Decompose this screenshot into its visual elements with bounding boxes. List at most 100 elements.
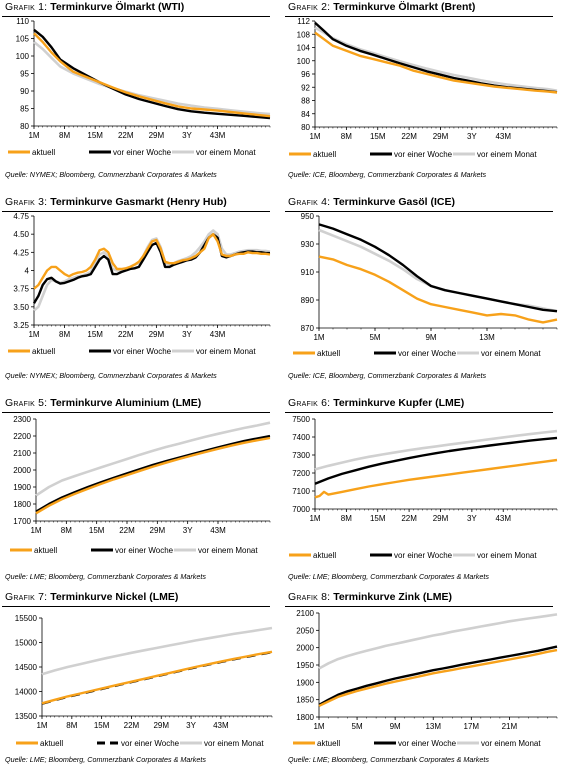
- x-tick-label: 15M: [87, 330, 103, 339]
- y-tick-label: 2200: [13, 432, 31, 441]
- y-tick-label: 2300: [13, 415, 31, 424]
- x-tick-label: 1M: [28, 131, 39, 140]
- chart-panel-2: Grafik 2: Terminkurve Ölmarkt (Brent) 80…: [285, 0, 564, 191]
- title-rule: [2, 606, 270, 607]
- chart-prefix: Grafik 5:: [5, 397, 48, 409]
- chart-title: Grafik 2: Terminkurve Ölmarkt (Brent): [288, 1, 475, 13]
- y-tick-label: 100: [16, 52, 30, 61]
- legend-label: aktuell: [313, 150, 336, 159]
- title-rule: [2, 16, 270, 17]
- series-line-vor-einer-Woche: [318, 223, 558, 313]
- x-tick-label: 3Y: [186, 721, 196, 730]
- x-tick-label: 15M: [370, 132, 386, 141]
- x-tick-label: 13M: [425, 722, 441, 731]
- legend-label: vor einer Woche: [113, 148, 172, 157]
- chart-title-text: Terminkurve Nickel (LME): [50, 591, 179, 603]
- x-tick-label: 22M: [118, 330, 134, 339]
- series-line-aktuell: [33, 233, 271, 290]
- chart-title: Grafik 6: Terminkurve Kupfer (LME): [288, 397, 464, 409]
- x-tick-label: 15M: [370, 514, 386, 523]
- x-tick-label: 43M: [495, 514, 511, 523]
- series-line-vor-einer-Woche: [314, 21, 558, 94]
- x-tick-label: 1M: [28, 330, 39, 339]
- x-tick-label: 1M: [309, 132, 320, 141]
- series-line-vor-einer-Woche: [41, 651, 273, 705]
- chart-prefix: Grafik 8:: [288, 591, 331, 603]
- chart-title: Grafik 8: Terminkurve Zink (LME): [288, 591, 452, 603]
- series-line-aktuell: [35, 436, 271, 515]
- y-tick-label: 4.25: [13, 248, 29, 257]
- x-tick-label: 22M: [124, 721, 140, 730]
- chart-source: Quelle: LME; Bloomberg, Commerzbank Corp…: [288, 755, 489, 764]
- y-tick-label: 104: [297, 44, 311, 53]
- y-tick-label: 84: [301, 110, 310, 119]
- chart-source: Quelle: LME; Bloomberg, Commerzbank Corp…: [288, 572, 489, 581]
- chart-title: Grafik 5: Terminkurve Aluminium (LME): [5, 397, 201, 409]
- x-tick-label: 43M: [213, 721, 229, 730]
- x-tick-label: 3Y: [182, 131, 192, 140]
- title-rule: [285, 412, 553, 413]
- chart-prefix: Grafik 7:: [5, 591, 48, 603]
- series-line-aktuell: [318, 648, 558, 707]
- x-tick-label: 15M: [89, 526, 105, 535]
- x-tick-label: 8M: [61, 526, 72, 535]
- chart-source: Quelle: LME; Bloomberg, Commerzbank Corp…: [5, 572, 206, 581]
- x-tick-label: 29M: [149, 131, 165, 140]
- legend-label: vor einer Woche: [398, 349, 457, 358]
- x-tick-label: 9M: [390, 722, 401, 731]
- y-tick-label: 950: [301, 212, 315, 221]
- x-tick-label: 8M: [59, 131, 70, 140]
- x-tick-label: 1M: [30, 526, 41, 535]
- chart-panel-5: Grafik 5: Terminkurve Aluminium (LME) 17…: [2, 396, 282, 587]
- chart-5-svg: 1700 1800 1900 2000 2100 2200 2300 1M 8M 15M 22M 29…: [10, 415, 271, 555]
- x-tick-label: 8M: [341, 132, 352, 141]
- x-tick-label: 8M: [341, 514, 352, 523]
- legend-label: vor einem Monat: [481, 739, 541, 748]
- series-line-vor-einem-Monat: [41, 626, 273, 676]
- legend-label: aktuell: [317, 349, 340, 358]
- x-tick-label: 3Y: [467, 514, 477, 523]
- legend-label: vor einem Monat: [198, 546, 258, 555]
- series-line-aktuell: [318, 255, 558, 324]
- chart-title-text: Terminkurve Kupfer (LME): [333, 397, 465, 409]
- series-line-vor-einem-Monat: [33, 229, 271, 312]
- y-tick-label: 2100: [13, 449, 31, 458]
- x-tick-label: 3Y: [183, 526, 193, 535]
- y-tick-label: 96: [301, 70, 310, 79]
- chart-source: Quelle: NYMEX; Bloomberg, Commerzbank Co…: [5, 371, 217, 380]
- chart-source: Quelle: ICE, Bloomberg, Commerzbank Corp…: [288, 170, 487, 179]
- legend-label: aktuell: [32, 347, 55, 356]
- legend-label: vor einem Monat: [204, 739, 264, 748]
- legend-label: aktuell: [317, 739, 340, 748]
- x-tick-label: 5M: [352, 722, 363, 731]
- chart-title: Grafik 7: Terminkurve Nickel (LME): [5, 591, 178, 603]
- x-tick-label: 15M: [87, 131, 103, 140]
- x-tick-label: 29M: [433, 132, 449, 141]
- series-line-vor-einem-Monat: [318, 228, 558, 313]
- y-tick-label: 930: [301, 240, 315, 249]
- legend-label: vor einem Monat: [477, 150, 537, 159]
- chart-1-svg: 80 85 90 95 100 105 110 1M 8M 15M 22M 29M 3Y 43M aktue…: [8, 17, 271, 157]
- legend-label: aktuell: [34, 546, 57, 555]
- y-tick-label: 14500: [15, 663, 38, 672]
- y-tick-label: 1850: [296, 696, 314, 705]
- x-tick-label: 9M: [425, 333, 436, 342]
- y-tick-label: 100: [297, 57, 311, 66]
- y-tick-label: 1900: [296, 678, 314, 687]
- series-line-vor-einer-Woche: [314, 436, 558, 485]
- legend-label: aktuell: [313, 551, 336, 560]
- series-line-vor-einer-Woche: [35, 434, 271, 513]
- y-tick-label: 7500: [292, 415, 310, 424]
- x-tick-label: 29M: [153, 721, 169, 730]
- y-tick-label: 3.75: [13, 285, 29, 294]
- series-line-vor-einer-Woche: [33, 28, 271, 120]
- y-tick-label: 1950: [296, 661, 314, 670]
- chart-title: Grafik 4: Terminkurve Gasöl (ICE): [288, 196, 455, 208]
- y-tick-label: 1900: [13, 483, 31, 492]
- series-line-vor-einem-Monat: [314, 26, 558, 92]
- legend-label: vor einer Woche: [121, 739, 180, 748]
- chart-title: Grafik 3: Terminkurve Gasmarkt (Henry Hu…: [5, 196, 227, 208]
- legend-label: vor einer Woche: [398, 739, 457, 748]
- title-rule: [2, 211, 270, 212]
- x-tick-label: 22M: [401, 132, 417, 141]
